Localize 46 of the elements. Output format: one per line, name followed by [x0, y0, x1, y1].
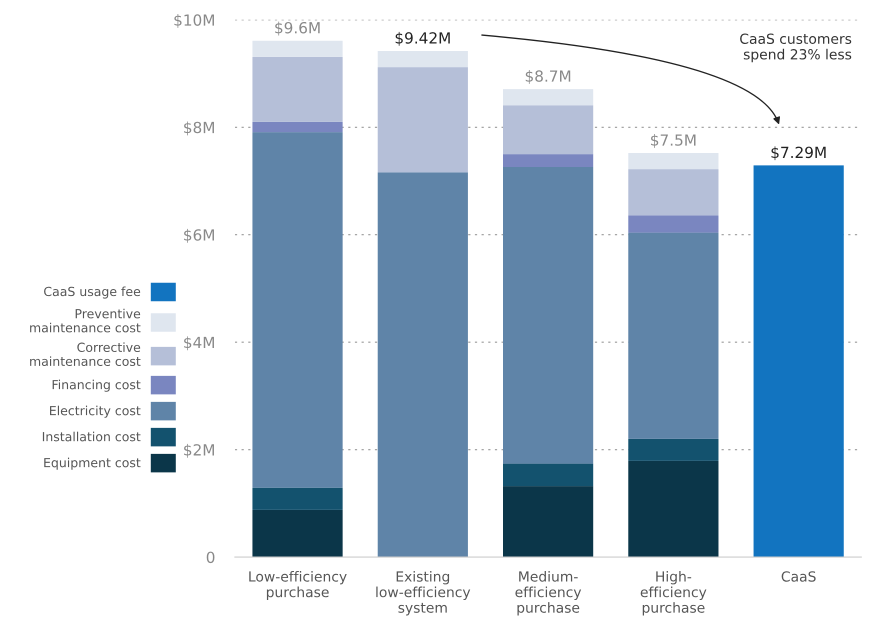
- bar: [503, 464, 594, 486]
- total-label: $8.7M: [526, 70, 570, 84]
- legend-label: Financing cost: [52, 380, 140, 392]
- bar: [754, 165, 844, 558]
- bar: [378, 50, 468, 68]
- total-label: $9.6M: [275, 22, 320, 36]
- total-label: $7.29M: [771, 146, 826, 160]
- y-tick-label: $6M: [184, 228, 214, 243]
- bar: [252, 510, 343, 558]
- bar: [503, 486, 594, 558]
- x-tick-label: Low-efficiency purchase: [249, 570, 347, 600]
- bar: [252, 56, 343, 122]
- legend-label: Corrective maintenance cost: [30, 342, 140, 366]
- y-tick-label: $4M: [184, 336, 214, 350]
- y-tick-label: $10M: [174, 14, 214, 28]
- bar: [252, 122, 343, 132]
- total-label: $7.5M: [651, 134, 696, 148]
- bar: [628, 438, 718, 461]
- bar: [628, 215, 718, 233]
- total-label: $9.42M: [396, 32, 450, 46]
- bar: [628, 153, 718, 170]
- legend-label: Equipment cost: [44, 458, 140, 470]
- y-tick-label: 0: [206, 552, 214, 564]
- bar: [503, 167, 594, 464]
- bar: [503, 154, 594, 168]
- bar: [628, 460, 718, 558]
- legend-label: CaaS usage fee: [44, 286, 140, 299]
- bar: [503, 105, 594, 154]
- bar: [252, 488, 343, 510]
- bar: [628, 232, 718, 439]
- legend-label: Electricity cost: [50, 406, 140, 418]
- bar: [378, 67, 468, 172]
- y-tick-label: $2M: [184, 444, 214, 458]
- annotation: CaaS customers spend 23% less: [740, 33, 852, 62]
- y-tick-label: $8M: [184, 121, 214, 136]
- legend-label: Installation cost: [42, 432, 141, 442]
- x-tick-label: High- efficiency purchase: [640, 570, 706, 616]
- x-tick-label: Medium- efficiency purchase: [515, 570, 582, 616]
- bar: [252, 132, 343, 488]
- bar: [252, 40, 343, 57]
- x-tick-label: CaaS: [782, 571, 816, 582]
- bar: [628, 169, 718, 216]
- bar: [503, 89, 594, 106]
- legend-label: Preventive maintenance cost: [30, 308, 140, 332]
- x-tick-label: Existing low-efficiency system: [376, 570, 470, 616]
- bar: [378, 172, 468, 558]
